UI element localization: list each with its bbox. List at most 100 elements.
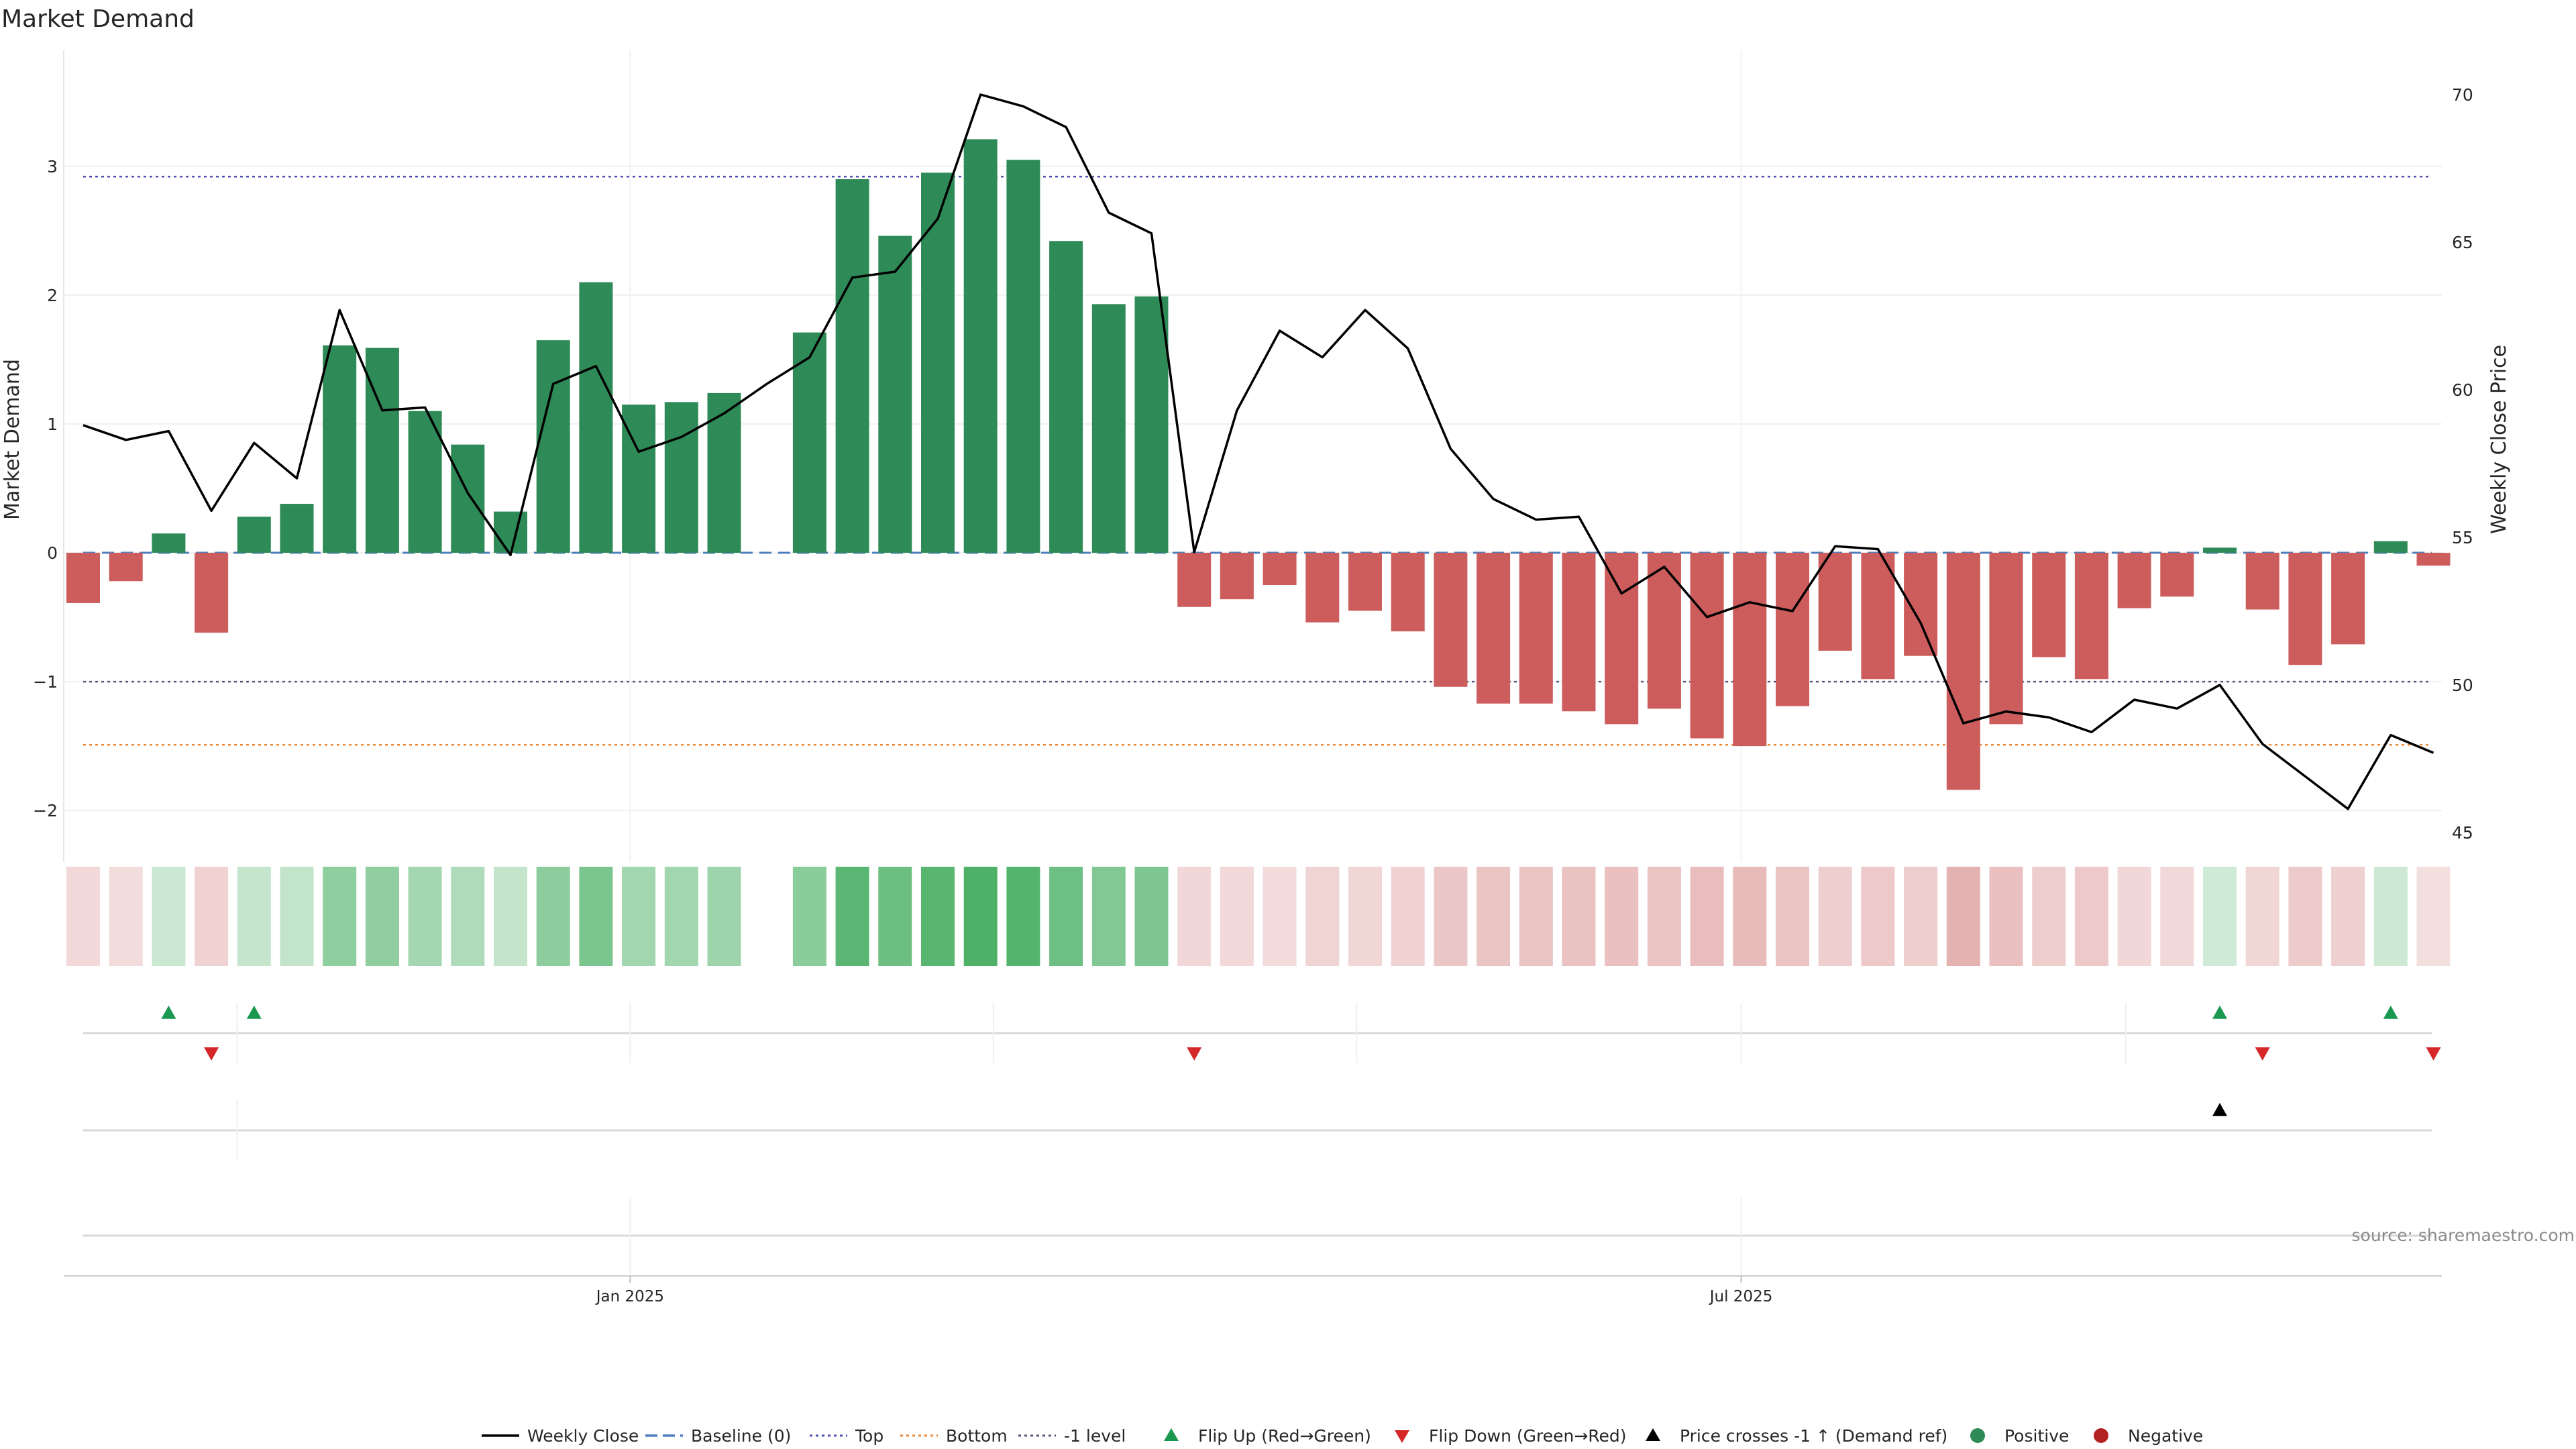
- heat-cell: [1519, 867, 1553, 966]
- heat-cell: [1477, 867, 1511, 966]
- demand-bar: [1818, 553, 1852, 651]
- heat-cell: [1348, 867, 1382, 966]
- demand-bar: [1989, 553, 2023, 724]
- heat-cell: [1434, 867, 1468, 966]
- demand-bar: [1733, 553, 1767, 747]
- chart-title: Market Demand: [1, 5, 195, 33]
- heat-cell: [1861, 867, 1895, 966]
- heat-cell: [237, 867, 271, 966]
- demand-bar: [1391, 553, 1425, 632]
- heat-cell: [1220, 867, 1254, 966]
- legend-label: Flip Down (Green→Red): [1429, 1426, 1627, 1446]
- legend-swatch-tri-up: [1164, 1428, 1179, 1441]
- heat-cell: [707, 867, 741, 966]
- legend-item: Top: [810, 1426, 883, 1446]
- heat-cell: [2288, 867, 2322, 966]
- demand-bar: [237, 517, 271, 553]
- heat-cell: [1776, 867, 1809, 966]
- heat-cell: [2203, 867, 2237, 966]
- demand-bar: [323, 345, 357, 553]
- y2-tick-label: 50: [2452, 676, 2473, 695]
- demand-bar: [2203, 547, 2237, 553]
- demand-bar: [921, 172, 955, 553]
- y-ticks: −2 −1 0 1 2 3: [33, 157, 58, 820]
- legend-item: Positive: [1970, 1426, 2069, 1446]
- heat-cell: [280, 867, 314, 966]
- demand-bar: [1263, 553, 1297, 586]
- flip-markers: [161, 1006, 2441, 1116]
- heat-cell: [2331, 867, 2365, 966]
- heat-cell: [792, 867, 826, 966]
- legend-label: Positive: [2004, 1426, 2069, 1446]
- heat-cell: [1091, 867, 1126, 966]
- demand-bar: [408, 411, 442, 553]
- legend-label: -1 level: [1064, 1426, 1126, 1446]
- heat-cell: [1049, 867, 1083, 966]
- x-tick-label: Jan 2025: [595, 1288, 664, 1305]
- flip-up-marker: [2383, 1006, 2398, 1019]
- demand-bar: [1690, 553, 1724, 739]
- demand-bar: [1177, 553, 1212, 607]
- demand-bar: [1091, 304, 1126, 553]
- demand-bar: [494, 511, 527, 553]
- demand-bar: [1519, 553, 1553, 704]
- heat-cell: [1818, 867, 1852, 966]
- legend-label: Negative: [2128, 1426, 2203, 1446]
- y2-axis-label: Weekly Close Price: [2487, 345, 2511, 534]
- price-cross-marker: [2212, 1103, 2227, 1116]
- legend-label: Bottom: [946, 1426, 1008, 1446]
- legend-label: Baseline (0): [691, 1426, 791, 1446]
- legend-item: -1 level: [1018, 1426, 1126, 1446]
- legend-label: Weekly Close: [527, 1426, 639, 1446]
- heat-cell: [195, 867, 229, 966]
- heat-cell: [1989, 867, 2023, 966]
- y-tick-label: 1: [47, 415, 58, 434]
- heat-cell: [1134, 867, 1169, 966]
- demand-bar: [878, 235, 912, 553]
- heat-cell: [2373, 867, 2408, 966]
- legend-item: Flip Up (Red→Green): [1164, 1426, 1371, 1446]
- demand-bar: [1776, 553, 1809, 706]
- demand-bar: [2373, 541, 2408, 553]
- demand-bar: [963, 139, 998, 553]
- heat-cell: [2160, 867, 2194, 966]
- demand-bar: [1562, 553, 1596, 712]
- demand-bar: [1647, 553, 1681, 709]
- legend-swatch-circle: [1970, 1428, 1985, 1443]
- heat-cell: [1690, 867, 1724, 966]
- demand-bar: [2160, 553, 2194, 597]
- legend-label: Flip Up (Red→Green): [1198, 1426, 1371, 1446]
- y-tick-label: 3: [47, 157, 58, 176]
- heat-cell: [1263, 867, 1297, 966]
- legend-item: Negative: [2094, 1426, 2203, 1446]
- heat-cell: [878, 867, 912, 966]
- heat-cell: [622, 867, 656, 966]
- demand-bar: [2416, 553, 2451, 566]
- demand-bar: [1477, 553, 1511, 704]
- demand-bar: [152, 533, 186, 553]
- demand-bar: [109, 553, 143, 582]
- legend-item: Flip Down (Green→Red): [1395, 1426, 1627, 1446]
- demand-bar: [451, 444, 485, 553]
- demand-bar: [664, 402, 698, 553]
- y-tick-label: 2: [47, 286, 58, 305]
- heat-cell: [494, 867, 527, 966]
- heat-cell: [664, 867, 698, 966]
- heat-cell: [835, 867, 869, 966]
- y2-tick-label: 70: [2452, 85, 2473, 105]
- heat-cell: [323, 867, 357, 966]
- legend: Weekly Close Baseline (0) Top Bottom -1 leve…: [482, 1426, 2203, 1446]
- heat-cell: [536, 867, 570, 966]
- flip-down-marker: [2255, 1047, 2270, 1061]
- y-tick-label: 0: [47, 543, 58, 563]
- x-ticks: Jan 2025 Jul 2025: [595, 1276, 1772, 1305]
- demand-bar: [2331, 553, 2365, 645]
- heat-cell: [2074, 867, 2108, 966]
- heat-cell: [579, 867, 613, 966]
- legend-item: Weekly Close: [482, 1426, 639, 1446]
- legend-item: Bottom: [900, 1426, 1008, 1446]
- flip-up-marker: [246, 1006, 262, 1019]
- heat-cell: [152, 867, 186, 966]
- legend-label: Price crosses -1 ↑ (Demand ref): [1680, 1426, 1947, 1446]
- heat-cell: [408, 867, 442, 966]
